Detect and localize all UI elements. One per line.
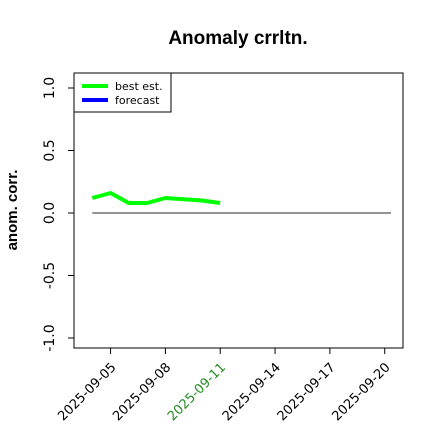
x-tick-label: 2025-09-05	[55, 360, 119, 424]
legend-label-0: best est.	[115, 80, 163, 93]
y-tick-label: -1.0	[42, 324, 58, 351]
plot-area: -1.0-0.50.00.51.02025-09-052025-09-08202…	[42, 72, 404, 424]
x-tick-label: 2025-09-17	[275, 360, 339, 424]
y-tick-label: 0.0	[42, 202, 58, 224]
series-line-0	[91, 191, 221, 205]
plot-frame	[73, 72, 404, 349]
x-tick-label: 2025-09-14	[220, 360, 284, 424]
chart-title: Anomaly crrltn.	[168, 28, 307, 49]
y-axis-label: anom. corr.	[4, 170, 21, 251]
x-tick-label: 2025-09-11	[165, 360, 229, 424]
y-tick-label: 1.0	[42, 77, 58, 99]
x-tick-label: 2025-09-20	[330, 360, 394, 424]
y-tick-label: 0.5	[42, 139, 58, 161]
x-tick-label: 2025-09-08	[110, 360, 174, 424]
y-tick-label: -0.5	[42, 262, 58, 289]
legend-box	[73, 72, 172, 113]
legend-label-1: forecast	[115, 94, 160, 107]
